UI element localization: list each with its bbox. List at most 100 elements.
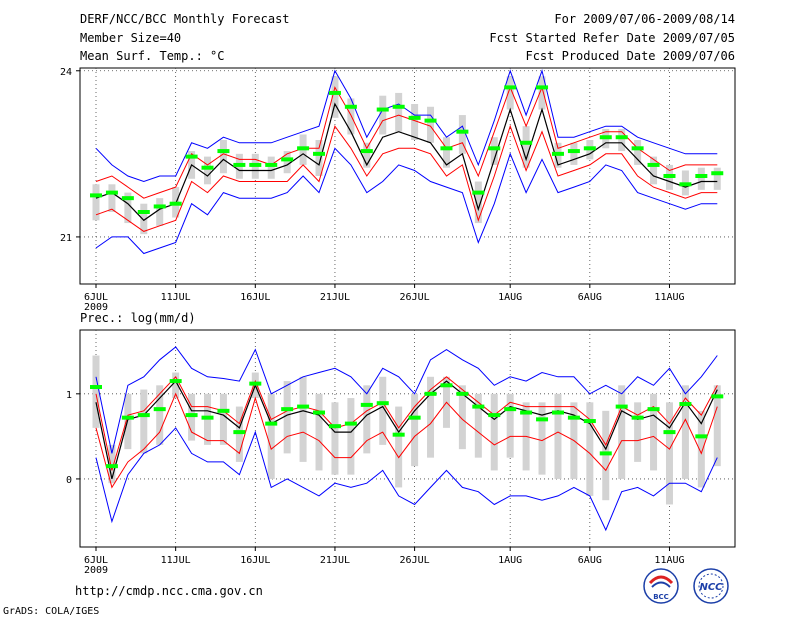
agency-logos: BCC NCC <box>643 568 729 604</box>
temp-xtick-label: 26JUL <box>400 292 430 303</box>
prec-member-mark <box>392 432 405 437</box>
prec-member-mark <box>376 401 389 406</box>
forecast-produced-date: Fcst Produced Date 2009/07/06 <box>525 49 735 63</box>
temp-member-mark <box>265 162 278 167</box>
prec-spread-box <box>108 444 116 484</box>
temp-member-mark <box>504 85 517 90</box>
temp-member-mark <box>233 162 246 167</box>
prec-member-mark <box>456 391 469 396</box>
prec-year-label: 2009 <box>84 565 108 576</box>
temp-spread-box <box>634 140 642 165</box>
prec-member-mark <box>583 419 596 424</box>
temp-member-mark <box>169 201 182 206</box>
prec-spread-box <box>363 385 371 454</box>
prec-member-mark <box>536 417 549 422</box>
temp-member-mark <box>615 135 628 140</box>
temp-xtick-label: 1AUG <box>498 292 522 303</box>
prec-member-mark <box>424 391 437 396</box>
prec-member-mark <box>185 413 198 418</box>
forecast-started-date: Fcst Started Refer Date 2009/07/05 <box>489 31 735 45</box>
prec-spread-box <box>538 402 546 475</box>
bcc-logo-text: BCC <box>653 593 669 601</box>
temp-spread-box <box>267 156 275 179</box>
prec-member-mark <box>711 394 724 399</box>
prec-spread-box <box>331 402 339 475</box>
prec-member-mark <box>647 407 660 412</box>
temp-spread-box <box>458 115 466 154</box>
chart-title: DERF/NCC/BCC Monthly Forecast <box>80 12 290 26</box>
prec-member-mark <box>281 407 294 412</box>
temp-member-mark <box>536 85 549 90</box>
prec-member-mark <box>472 404 485 409</box>
prec-spread-box <box>188 393 196 441</box>
temp-spread-box <box>618 128 626 152</box>
prec-spread-box <box>474 393 482 458</box>
prec-lower-envelope <box>95 427 718 532</box>
prec-xtick-label: 26JUL <box>400 555 430 566</box>
prec-member-mark <box>90 385 102 390</box>
temp-member-mark <box>520 140 533 145</box>
temp-member-mark <box>488 146 501 151</box>
prec-spread-box <box>697 410 705 488</box>
temp-member-mark <box>121 196 134 201</box>
temp-member-mark <box>344 104 357 109</box>
prec-spread-box <box>156 385 164 445</box>
prec-member-mark <box>313 410 326 415</box>
prec-member-mark <box>233 430 246 435</box>
temp-xtick-label: 11AUG <box>654 292 684 303</box>
temp-spread-box <box>395 92 403 132</box>
temp-member-mark <box>313 151 326 156</box>
temp-upper-envelope <box>95 69 718 183</box>
prec-ytick-label: 1 <box>66 390 72 401</box>
source-url[interactable]: http://cmdp.ncc.cma.gov.cn <box>75 584 263 598</box>
prec-spread-box <box>586 402 594 496</box>
prec-member-mark <box>360 402 373 407</box>
temp-spread-box <box>140 203 148 235</box>
prec-spread-box <box>665 402 673 505</box>
temp-spread-box <box>427 106 435 143</box>
prec-member-mark <box>599 451 612 456</box>
temp-member-mark <box>281 157 294 162</box>
prec-member-mark <box>551 410 564 415</box>
prec-member-mark <box>408 415 421 420</box>
temp-spread-box <box>442 137 450 168</box>
temp-member-mark <box>440 146 453 151</box>
prec-spread-box <box>315 393 323 471</box>
prec-member-mark <box>488 413 501 418</box>
prec-spread-box <box>458 385 466 450</box>
prec-member-mark <box>440 383 453 388</box>
prec-spread-box <box>235 406 243 462</box>
bcc-logo: BCC <box>643 568 679 604</box>
prec-member-mark <box>297 404 310 409</box>
temp-member-mark <box>201 165 214 170</box>
temp-upper-spread <box>95 85 718 199</box>
prec-spread-box <box>347 398 355 475</box>
temp-member-mark <box>328 90 341 95</box>
temp-member-mark <box>695 174 708 178</box>
prec-member-mark <box>663 430 676 435</box>
temp-member-mark <box>663 174 676 178</box>
temp-xtick-label: 16JUL <box>240 292 270 303</box>
temp-spread-box <box>219 140 227 174</box>
temp-member-mark <box>631 146 644 151</box>
precip-label: Prec.: log(mm/d) <box>80 311 196 325</box>
temp-xtick-label: 6JUL <box>84 292 108 303</box>
temp-member-mark <box>567 149 580 154</box>
temp-member-mark <box>217 149 230 154</box>
prec-member-mark <box>105 464 118 469</box>
temp-member-mark <box>408 115 421 120</box>
temp-member-mark <box>472 190 485 195</box>
temp-member-mark <box>105 190 118 195</box>
variable-label: Mean Surf. Temp.: °C <box>80 49 225 63</box>
temp-member-mark <box>360 149 373 154</box>
temp-spread-box <box>474 181 482 224</box>
prec-member-mark <box>695 434 708 439</box>
prec-xtick-label: 1AUG <box>498 555 522 566</box>
temp-lower-envelope <box>95 147 718 255</box>
prec-lower-spread <box>95 392 718 489</box>
temp-spread-box <box>363 142 371 168</box>
prec-member-mark <box>249 381 262 386</box>
temp-year-label: 2009 <box>84 302 108 313</box>
temp-frame <box>79 67 736 285</box>
